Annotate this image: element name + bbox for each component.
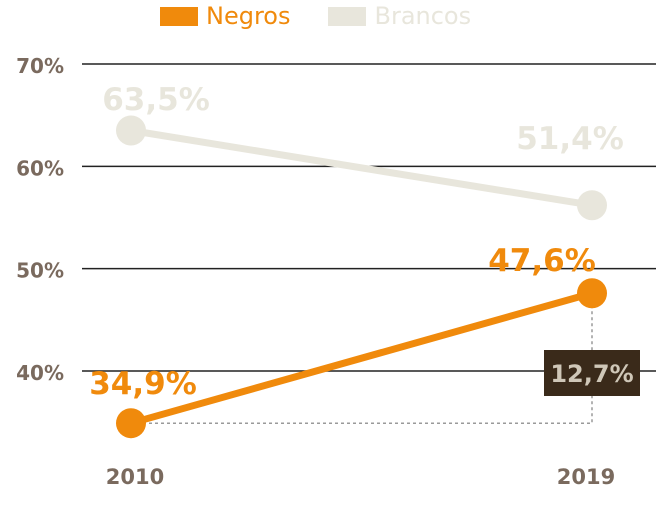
y-tick-label: 60% bbox=[16, 156, 64, 180]
legend-label-brancos: Brancos bbox=[374, 2, 472, 30]
legend: Negros Brancos bbox=[160, 2, 509, 30]
y-tick-label: 40% bbox=[16, 361, 64, 385]
difference-guide bbox=[131, 293, 593, 424]
series-line-negros bbox=[130, 289, 593, 427]
legend-swatch-negros bbox=[160, 6, 198, 26]
data-point-brancos bbox=[577, 190, 607, 221]
difference-badge bbox=[544, 350, 640, 396]
data-point-negros bbox=[577, 278, 607, 309]
data-point-negros bbox=[116, 408, 146, 439]
difference-label: 12,7% bbox=[550, 360, 633, 388]
data-point-brancos bbox=[116, 115, 146, 146]
x-tick-label: 2010 bbox=[106, 465, 164, 489]
data-label: 51,4% bbox=[516, 121, 624, 157]
data-label: 47,6% bbox=[488, 243, 596, 279]
legend-item-brancos[interactable]: Brancos bbox=[328, 2, 471, 30]
series-line-brancos bbox=[130, 127, 593, 209]
legend-item-negros[interactable]: Negros bbox=[160, 2, 290, 30]
y-tick-label: 70% bbox=[16, 54, 64, 78]
data-label: 34,9% bbox=[89, 366, 197, 402]
y-tick-label: 50% bbox=[16, 259, 64, 283]
legend-label-negros: Negros bbox=[206, 2, 291, 30]
legend-swatch-brancos bbox=[328, 6, 367, 26]
x-tick-label: 2019 bbox=[557, 465, 615, 489]
data-label: 63,5% bbox=[102, 82, 210, 118]
